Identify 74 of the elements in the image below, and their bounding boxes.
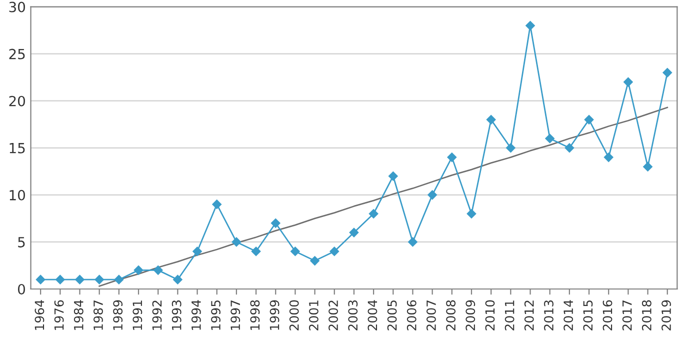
point xyxy=(526,20,535,30)
point xyxy=(232,237,242,247)
x-tick-label: 2000 xyxy=(289,300,299,330)
x-tick-label: 1995 xyxy=(211,300,220,330)
x-tick-label: 1989 xyxy=(113,300,123,330)
x-tick-label: 1992 xyxy=(152,300,162,330)
x-tick-label: 2003 xyxy=(348,300,358,330)
point xyxy=(134,266,144,275)
point xyxy=(173,274,182,284)
point xyxy=(506,143,516,153)
x-tick-label: 1997 xyxy=(230,300,240,330)
point xyxy=(212,200,222,209)
x-tick-label: 2016 xyxy=(602,300,612,330)
point xyxy=(408,237,418,247)
point xyxy=(94,274,104,284)
point xyxy=(310,256,320,266)
point xyxy=(604,152,614,162)
point xyxy=(545,134,554,144)
point xyxy=(662,68,672,78)
x-tick-label: 2010 xyxy=(485,300,495,330)
x-tick-label: 2004 xyxy=(368,300,378,330)
point xyxy=(584,115,594,124)
point xyxy=(75,274,84,284)
x-tick-label: 2006 xyxy=(406,300,416,330)
point xyxy=(192,246,202,256)
y-tick-label: 15 xyxy=(10,143,25,154)
y-tick-label: 5 xyxy=(18,237,25,248)
x-tick-label: 2011 xyxy=(504,300,514,330)
point xyxy=(564,143,574,153)
y-tick-label: 30 xyxy=(9,2,25,12)
x-tick-label: 2019 xyxy=(662,300,671,330)
x-tick-label: 1984 xyxy=(74,300,84,330)
point xyxy=(330,246,340,256)
point xyxy=(270,218,280,228)
x-tick-label: 2017 xyxy=(622,300,632,330)
x-tick-label: 1964 xyxy=(34,300,44,330)
y-tick-label: 0 xyxy=(18,284,25,294)
x-tick-label: 2001 xyxy=(308,300,318,330)
x-tick-label: 1976 xyxy=(54,300,64,330)
x-tick-label: 2005 xyxy=(387,300,397,330)
x-tick-label: 2007 xyxy=(426,300,436,330)
x-tick-label: 1994 xyxy=(191,300,201,330)
point xyxy=(368,209,378,218)
point xyxy=(36,274,46,284)
x-tick-label: 2015 xyxy=(583,300,593,330)
x-tick-label: 2012 xyxy=(524,300,534,330)
x-tick-label: 2018 xyxy=(642,300,652,330)
point xyxy=(114,274,124,284)
y-tick-label: 10 xyxy=(10,190,25,200)
point xyxy=(624,77,633,87)
point xyxy=(290,246,300,256)
x-tick-label: 1987 xyxy=(94,300,103,330)
x-tick-label: 2014 xyxy=(564,300,574,330)
point xyxy=(153,266,163,275)
point xyxy=(251,246,261,256)
point xyxy=(388,171,398,181)
point xyxy=(643,162,652,172)
point xyxy=(466,209,476,218)
point xyxy=(447,152,457,162)
x-tick-label: 2013 xyxy=(544,300,554,330)
x-tick-label: 1998 xyxy=(250,300,260,330)
line-series xyxy=(98,106,668,287)
x-tick-label: 1991 xyxy=(132,300,142,330)
x-tick-label: 1999 xyxy=(270,300,280,330)
point xyxy=(428,190,437,200)
point xyxy=(486,115,496,124)
y-tick-label: 20 xyxy=(9,96,25,106)
point xyxy=(349,228,359,238)
point xyxy=(56,274,65,284)
x-tick-label: 2008 xyxy=(446,300,456,330)
x-tick-label: 2009 xyxy=(466,300,476,330)
x-tick-label: 2002 xyxy=(328,300,338,330)
x-tick-label: 1993 xyxy=(172,300,182,330)
y-tick-label: 25 xyxy=(9,48,25,60)
